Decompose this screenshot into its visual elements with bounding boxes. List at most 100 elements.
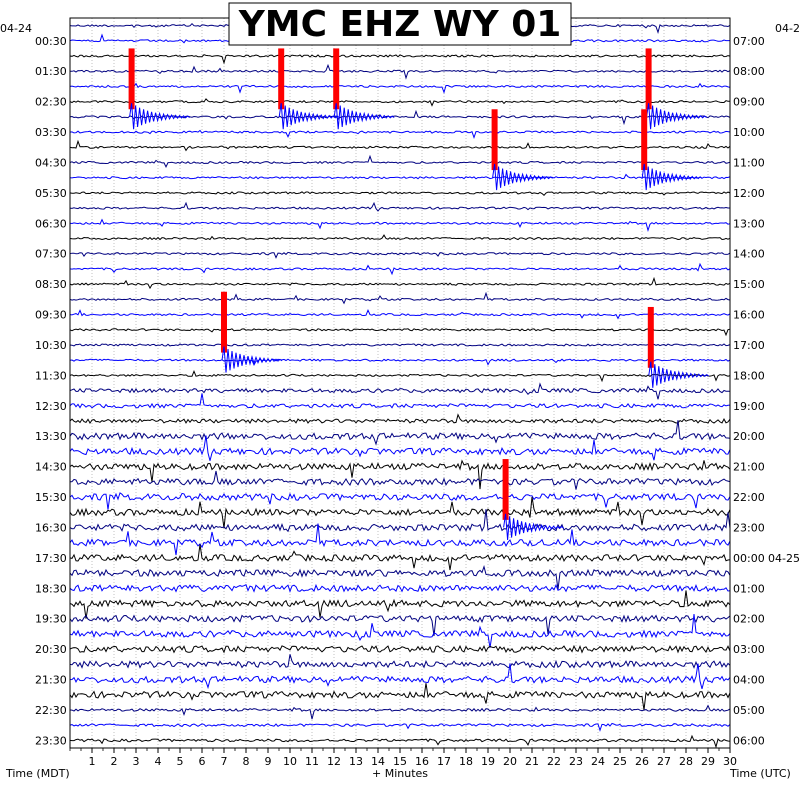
left-time-label: 11:30 [35,369,67,382]
trace-row [69,139,731,152]
x-tick-label: 29 [701,755,715,768]
x-tick-label: 2 [111,755,118,768]
x-tick-label: 17 [437,755,451,768]
trace-row [69,154,731,168]
left-time-label: 12:30 [35,400,67,413]
trace-row [69,309,731,320]
x-tick-label: 25 [613,755,627,768]
right-time-label: 03:00 [733,643,765,656]
right-time-label: 14:00 [733,248,765,261]
x-tick-label: 27 [657,755,671,768]
x-tick-label: 28 [679,755,693,768]
right-time-label: 10:00 [733,126,765,139]
trace-row [69,276,731,290]
right-time-label: 00:00 [733,552,765,565]
right-time-label: 09:00 [733,96,765,109]
right-date-top-label: 04-24 [775,22,800,35]
left-time-label: 04:30 [35,156,67,169]
x-tick-label: 12 [327,755,341,768]
right-time-label: 16:00 [733,309,765,322]
x-tick-label: 11 [305,755,319,768]
trace-row [69,291,731,305]
clipped-event-marker [491,109,498,171]
clipped-events [128,48,710,540]
event-coda [333,103,395,130]
right-time-label: 15:00 [733,278,765,291]
right-axis-label: Time (UTC) [729,767,791,780]
right-time-label: 13:00 [733,217,765,230]
axes: 1 2 3 4 5 6 7 8 9 10 11 12 13 14 15 16 17 18 19 20 21 22 23 24 2… [35,35,800,768]
left-time-label: 00:30 [35,35,67,48]
right-time-label: 22:00 [733,491,765,504]
trace-row [69,496,731,529]
x-tick-label: 3 [133,755,140,768]
x-tick-label: 16 [415,755,429,768]
left-time-label: 20:30 [35,643,67,656]
clipped-event-marker [128,48,135,110]
trace-row [69,234,731,241]
right-time-label: 07:00 [733,35,765,48]
event-coda [278,103,340,130]
right-time-label: 05:00 [733,704,765,717]
right-time-label: 06:00 [733,734,765,747]
trace-row [69,218,731,233]
right-time-label: 02:00 [733,613,765,626]
x-tick-label: 8 [243,755,250,768]
trace-row [69,82,731,94]
trace-row [69,590,731,619]
trace-row [69,459,731,490]
clipped-event-marker [333,48,340,110]
trace-row [69,663,731,690]
x-tick-label: 13 [349,755,363,768]
x-tick-label: 9 [265,755,272,768]
trace-row [69,470,731,490]
right-time-label: 04:00 [733,674,765,687]
left-time-label: 02:30 [35,96,67,109]
trace-row [69,509,731,533]
trace-row [69,583,731,593]
right-time-label: 23:00 [733,521,765,534]
right-time-label: 21:00 [733,461,765,474]
x-tick-label: 21 [525,755,539,768]
trace-row [69,54,731,65]
trace-row [69,413,731,424]
clipped-event-marker [641,109,648,171]
left-time-label: 14:30 [35,461,67,474]
trace-row [69,492,731,510]
x-tick-label: 20 [503,755,517,768]
x-tick-label: 24 [591,755,605,768]
trace-row [69,201,730,212]
right-time-label: 01:00 [733,582,765,595]
trace-row [69,523,731,556]
x-tick-label: 23 [569,755,583,768]
event-coda [503,513,564,540]
trace-row [69,63,731,80]
x-tick-label: 4 [155,755,162,768]
clipped-event-marker [221,291,227,353]
chart-title: YMC EHZ WY 01 [238,4,562,45]
event-coda [646,103,707,130]
trace-row [69,109,731,126]
trace-row [69,358,731,367]
x-tick-label: 14 [371,755,385,768]
right-time-label: 11:00 [733,156,765,169]
x-tick-label: 19 [481,755,495,768]
left-axis-label: Time (MDT) [5,767,70,780]
left-time-label: 06:30 [35,217,67,230]
title-box [228,2,572,46]
left-time-label: 13:30 [35,430,67,443]
event-coda [641,163,703,191]
left-time-label: 10:30 [35,339,67,352]
trace-row [69,614,731,648]
left-time-label: 03:30 [35,126,67,139]
left-time-label: 18:30 [35,582,67,595]
right-time-label: 08:00 [733,65,765,78]
x-tick-label: 1 [89,755,96,768]
x-tick-label: 6 [199,755,206,768]
x-tick-label: 7 [221,755,228,768]
left-time-label: 07:30 [35,248,67,261]
trace-row [69,191,731,197]
x-tick-label: 5 [177,755,184,768]
trace-row [69,98,731,107]
